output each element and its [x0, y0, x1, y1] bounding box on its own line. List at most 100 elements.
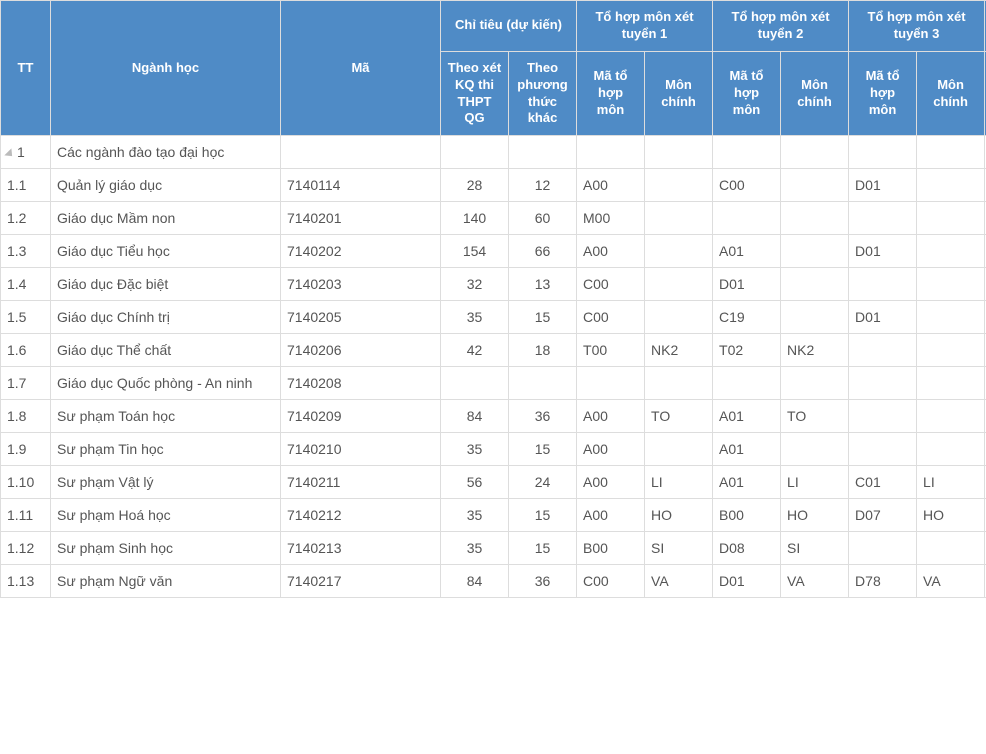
cell-m3: D01 — [849, 169, 917, 202]
cell-c1 — [645, 367, 713, 400]
cell-tt: 1.7 — [1, 367, 51, 400]
table-header: TT Ngành học Mã Chỉ tiêu (dự kiến) Tổ hợ… — [1, 1, 986, 136]
cell-m3 — [849, 400, 917, 433]
cell-tt: 1.5 — [1, 301, 51, 334]
cell-name: Sư phạm Hoá học — [51, 499, 281, 532]
cell-c1: TO — [645, 400, 713, 433]
table-row: 1.13Sư phạm Ngữ văn71402178436C00VAD01VA… — [1, 565, 986, 598]
cell-c1 — [645, 169, 713, 202]
cell-khac — [509, 367, 577, 400]
cell-c2 — [781, 169, 849, 202]
section-tt-text: 1 — [17, 144, 25, 160]
cell-kq: 35 — [441, 301, 509, 334]
cell-c1: VA — [645, 565, 713, 598]
cell-code: 7140203 — [281, 268, 441, 301]
cell-kq: 28 — [441, 169, 509, 202]
cell-m3: D01 — [849, 235, 917, 268]
table-row: 1.7Giáo dục Quốc phòng - An ninh7140208 — [1, 367, 986, 400]
cell-m1: A00 — [577, 499, 645, 532]
cell-c2: TO — [781, 400, 849, 433]
cell-code: 7140209 — [281, 400, 441, 433]
cell-c2 — [781, 268, 849, 301]
cell-m3 — [849, 532, 917, 565]
cell-kq: 154 — [441, 235, 509, 268]
expand-icon[interactable] — [4, 148, 15, 159]
col-ma: Mã — [281, 1, 441, 136]
cell-m1: M00 — [577, 202, 645, 235]
cell-tt: 1.1 — [1, 169, 51, 202]
cell-code: 7140211 — [281, 466, 441, 499]
cell-c3 — [917, 367, 985, 400]
cell-c2 — [781, 433, 849, 466]
cell-tt: 1.3 — [1, 235, 51, 268]
col-chitieu-khac: Theo phương thức khác — [509, 51, 577, 136]
col-tohop3-ma: Mã tổ hợp môn — [849, 51, 917, 136]
cell-khac: 15 — [509, 301, 577, 334]
cell-khac: 36 — [509, 565, 577, 598]
table-row: 1.2Giáo dục Mầm non714020114060M00 — [1, 202, 986, 235]
cell-c2 — [781, 301, 849, 334]
cell-m2 — [713, 367, 781, 400]
col-tohop3-mon: Môn chính — [917, 51, 985, 136]
cell-m1: T00 — [577, 334, 645, 367]
cell-c2: HO — [781, 499, 849, 532]
cell-khac: 66 — [509, 235, 577, 268]
cell-m1: C00 — [577, 268, 645, 301]
col-tohop1-mon: Môn chính — [645, 51, 713, 136]
cell-m1: B00 — [577, 532, 645, 565]
cell-m3 — [849, 433, 917, 466]
cell-kq: 56 — [441, 466, 509, 499]
cell-m2: D01 — [713, 565, 781, 598]
cell-c3: VA — [917, 565, 985, 598]
cell-c1 — [645, 301, 713, 334]
cell-c1: LI — [645, 466, 713, 499]
cell-m2: C00 — [713, 169, 781, 202]
cell-c3: HO — [917, 499, 985, 532]
cell-code: 7140208 — [281, 367, 441, 400]
section-row[interactable]: 1 Các ngành đào tạo đại học — [1, 136, 986, 169]
table-row: 1.10Sư phạm Vật lý71402115624A00LIA01LIC… — [1, 466, 986, 499]
colgroup-tohop1: Tổ hợp môn xét tuyển 1 — [577, 1, 713, 52]
cell-code: 7140202 — [281, 235, 441, 268]
cell-c1: SI — [645, 532, 713, 565]
cell-tt: 1.2 — [1, 202, 51, 235]
cell-m3: C01 — [849, 466, 917, 499]
cell-m2 — [713, 202, 781, 235]
cell-name: Giáo dục Thể chất — [51, 334, 281, 367]
table-row: 1.3Giáo dục Tiểu học714020215466A00A01D0… — [1, 235, 986, 268]
cell-kq: 84 — [441, 400, 509, 433]
cell-m2: A01 — [713, 466, 781, 499]
cell-kq: 35 — [441, 433, 509, 466]
cell-c1 — [645, 202, 713, 235]
cell-name: Giáo dục Chính trị — [51, 301, 281, 334]
cell-c3 — [917, 235, 985, 268]
colgroup-chitieu: Chỉ tiêu (dự kiến) — [441, 1, 577, 52]
cell-c3 — [917, 433, 985, 466]
cell-tt: 1.4 — [1, 268, 51, 301]
cell-c2 — [781, 235, 849, 268]
cell-m2: A01 — [713, 433, 781, 466]
cell-m1: A00 — [577, 235, 645, 268]
cell-c3 — [917, 202, 985, 235]
cell-code: 7140213 — [281, 532, 441, 565]
cell-code: 7140114 — [281, 169, 441, 202]
table-row: 1.9Sư phạm Tin học71402103515A00A01 — [1, 433, 986, 466]
cell-c2 — [781, 367, 849, 400]
cell-name: Sư phạm Ngữ văn — [51, 565, 281, 598]
cell-tt: 1.11 — [1, 499, 51, 532]
cell-kq: 32 — [441, 268, 509, 301]
cell-c2 — [781, 202, 849, 235]
colgroup-tohop3: Tổ hợp môn xét tuyển 3 — [849, 1, 985, 52]
table-row: 1.6Giáo dục Thể chất71402064218T00NK2T02… — [1, 334, 986, 367]
cell-c1: NK2 — [645, 334, 713, 367]
col-chitieu-kq: Theo xét KQ thi THPT QG — [441, 51, 509, 136]
cell-m3: D01 — [849, 301, 917, 334]
cell-c2: LI — [781, 466, 849, 499]
cell-c3 — [917, 532, 985, 565]
cell-name: Giáo dục Mầm non — [51, 202, 281, 235]
cell-kq: 84 — [441, 565, 509, 598]
col-nganh: Ngành học — [51, 1, 281, 136]
cell-kq: 35 — [441, 499, 509, 532]
cell-tt: 1.8 — [1, 400, 51, 433]
cell-tt: 1.13 — [1, 565, 51, 598]
